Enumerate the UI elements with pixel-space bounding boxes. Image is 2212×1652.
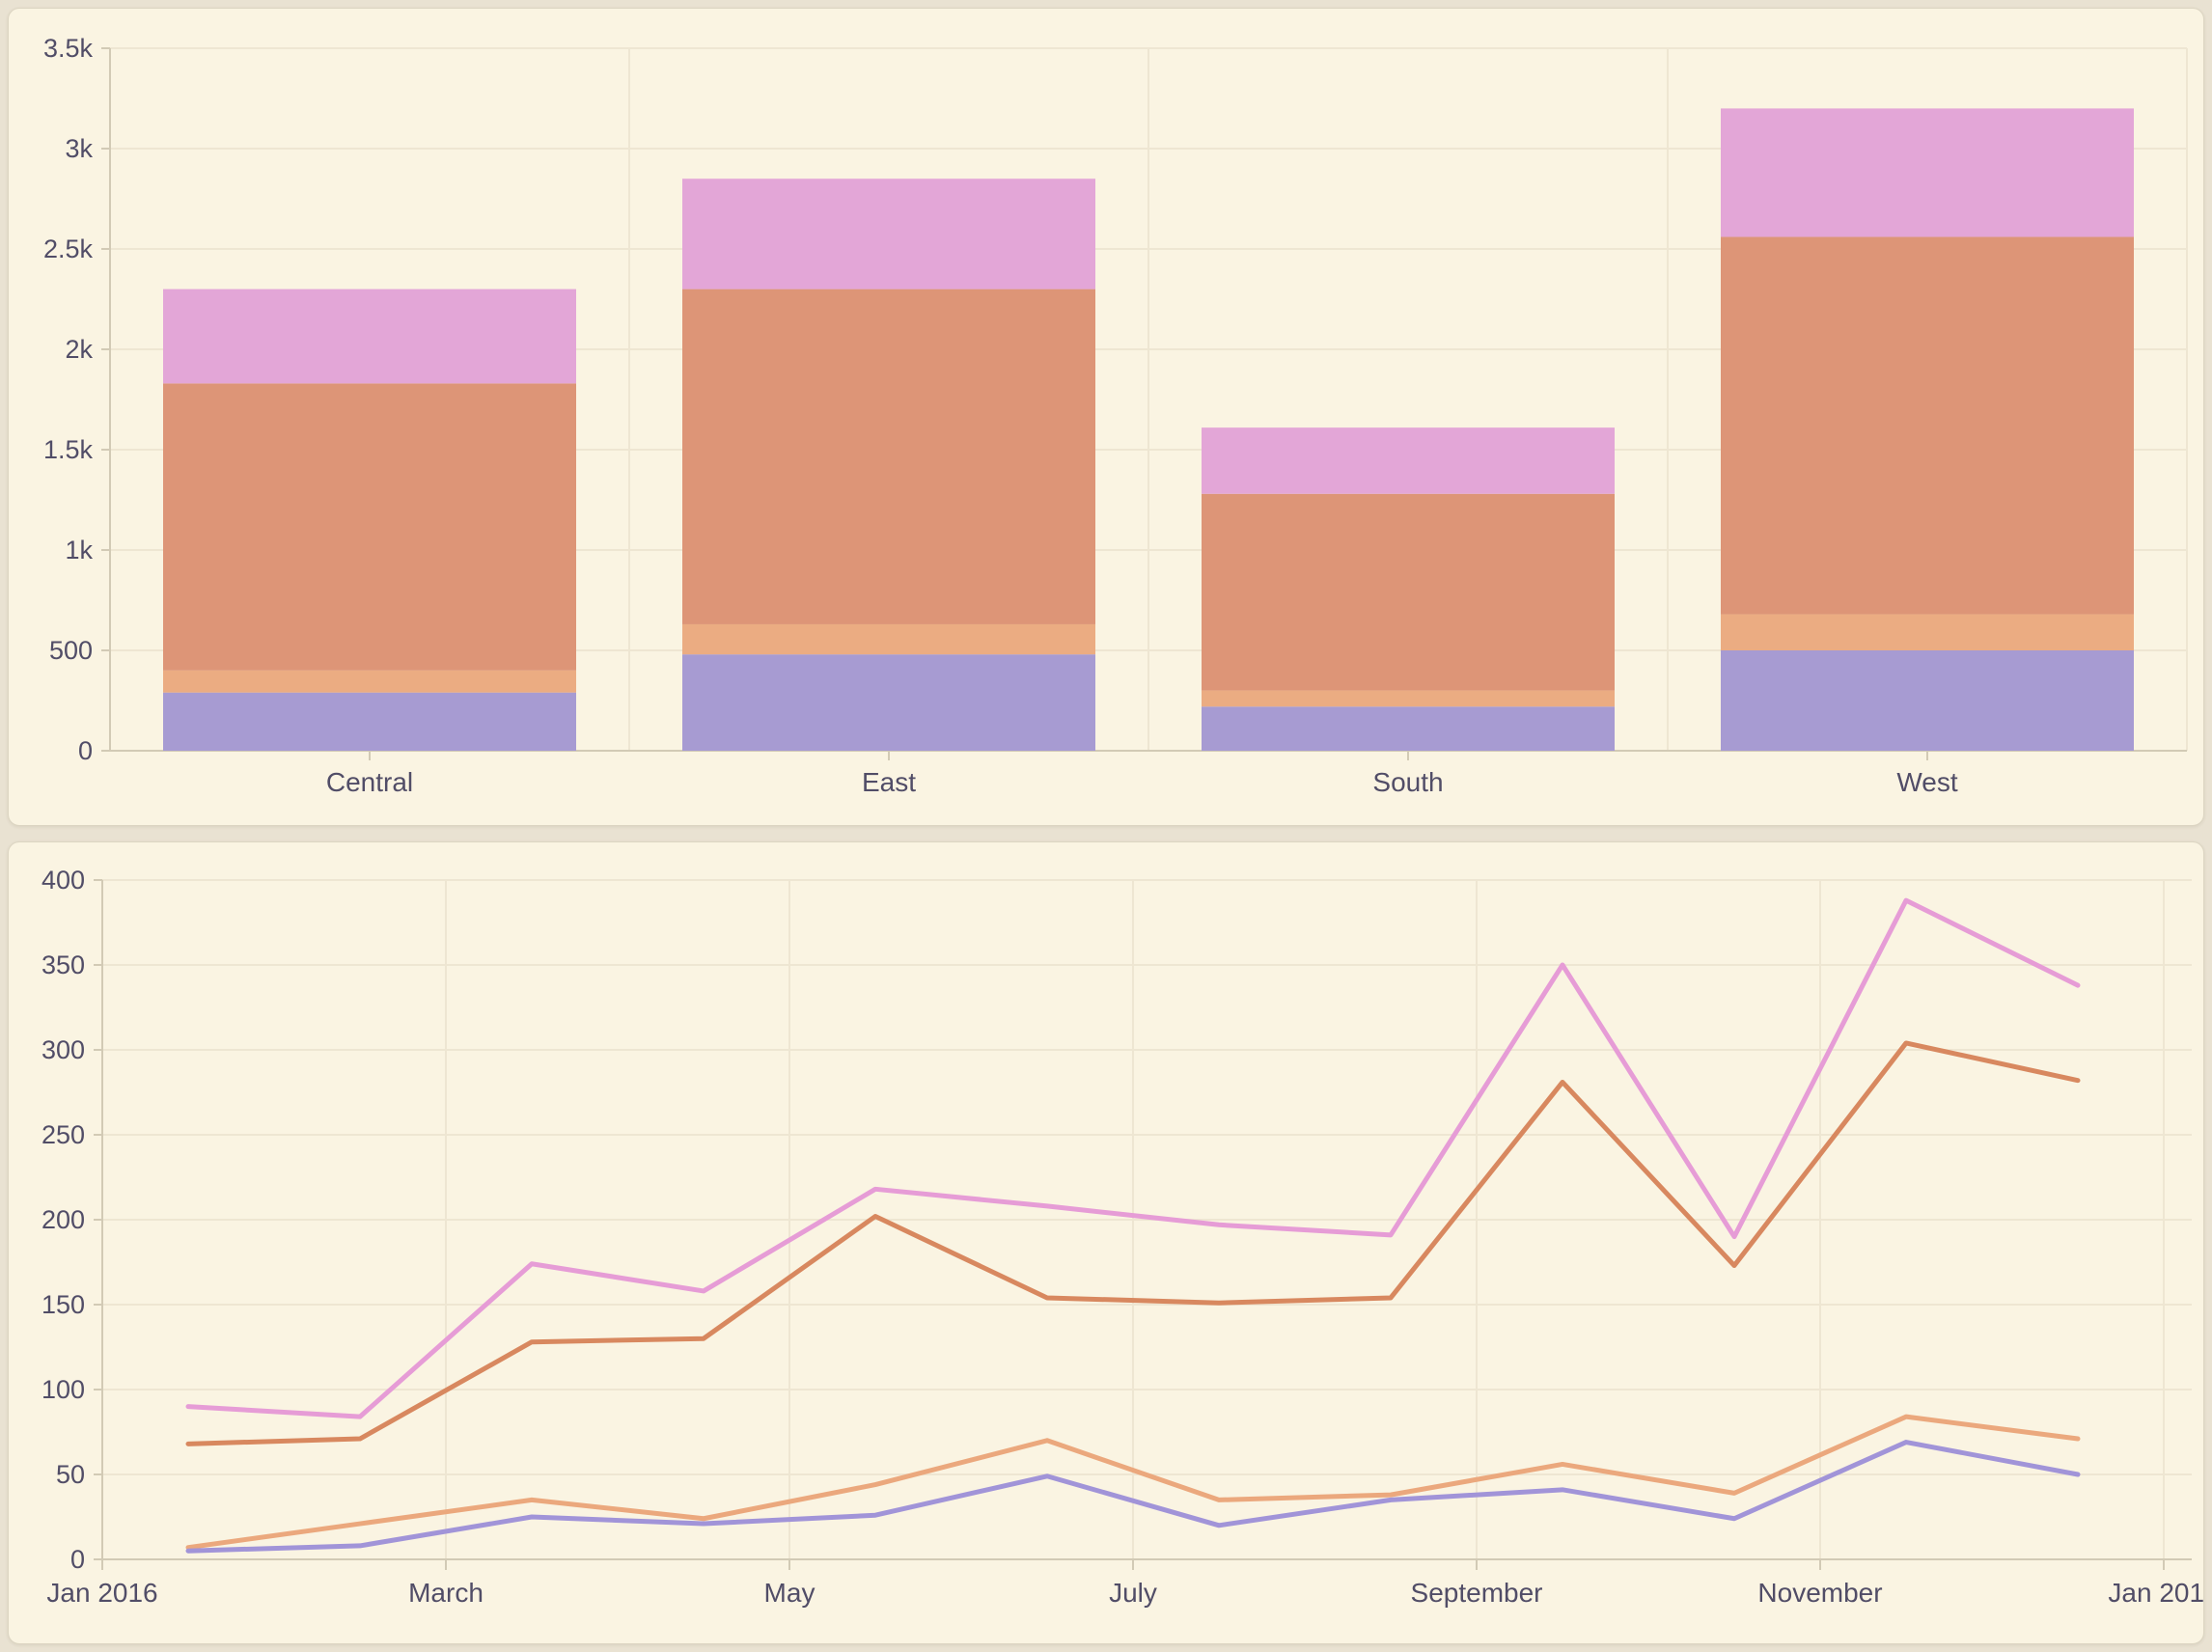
y-axis-tick-label: 250 <box>41 1120 85 1149</box>
bar-segment-central-series-purple[interactable] <box>163 692 576 751</box>
y-axis-tick-label: 150 <box>41 1290 85 1319</box>
y-axis-tick-label: 2.5k <box>43 234 94 263</box>
x-axis-category-label: West <box>1896 767 1957 797</box>
y-axis-tick-label: 1.5k <box>43 435 94 464</box>
bar-segment-south-series-purple[interactable] <box>1202 706 1615 751</box>
x-axis-tick-label: July <box>1109 1578 1157 1608</box>
x-axis-tick-label: Jan 2017 <box>2108 1578 2204 1608</box>
line-chart-panel: 0 50 100 150 200 250 300 350 400 Jan 2016 March May… <box>8 841 2204 1644</box>
line-purple[interactable] <box>185 1440 2081 1554</box>
bar-segment-west-series-salmon[interactable] <box>1721 236 2134 615</box>
line-orange[interactable] <box>185 1040 2081 1446</box>
bar-segment-central-series-pink[interactable] <box>163 289 576 384</box>
x-axis-tick-label: March <box>408 1578 484 1608</box>
y-axis-tick-label: 0 <box>70 1545 85 1574</box>
line-pink[interactable] <box>185 897 2081 1419</box>
y-axis-tick-label: 1k <box>65 536 93 564</box>
y-axis-tick-label: 2k <box>65 335 93 364</box>
y-axis-tick-label: 3k <box>65 134 93 163</box>
bar-segment-south-series-tan[interactable] <box>1202 690 1615 707</box>
bar-segment-central-series-salmon[interactable] <box>163 383 576 671</box>
y-axis-tick-label: 300 <box>41 1035 85 1064</box>
bar-segment-central-series-tan[interactable] <box>163 670 576 693</box>
x-axis-tick-label: November <box>1757 1578 1882 1608</box>
bar-segment-south-series-salmon[interactable] <box>1202 493 1615 691</box>
y-axis-tick-label: 100 <box>41 1375 85 1404</box>
bar-segment-west-series-pink[interactable] <box>1721 108 2134 237</box>
x-axis-tick-label: September <box>1411 1578 1543 1608</box>
x-axis-tick-label: May <box>764 1578 816 1608</box>
bar-segment-west-series-tan[interactable] <box>1721 614 2134 650</box>
y-axis-tick-label: 200 <box>41 1205 85 1234</box>
y-axis-tick-label: 500 <box>49 636 93 665</box>
line-chart[interactable]: 0 50 100 150 200 250 300 350 400 Jan 2016 March May… <box>9 842 2204 1644</box>
y-axis-tick-label: 50 <box>56 1460 85 1489</box>
y-axis-tick-label: 0 <box>78 736 93 765</box>
bar-segment-south-series-pink[interactable] <box>1202 427 1615 494</box>
line-tan[interactable] <box>185 1414 2081 1551</box>
x-axis-category-label: East <box>862 767 916 797</box>
bar-segment-west-series-purple[interactable] <box>1721 650 2134 751</box>
x-axis-category-label: Central <box>326 767 413 797</box>
bar-segment-east-series-tan[interactable] <box>682 623 1095 655</box>
stacked-bar-chart[interactable]: 0 500 1k 1.5k 2k 2.5k 3k 3.5k Central East South We… <box>9 9 2204 826</box>
stacked-bar-chart-panel: 0 500 1k 1.5k 2k 2.5k 3k 3.5k Central East South We… <box>8 8 2204 826</box>
x-axis-category-label: South <box>1372 767 1443 797</box>
bar-segment-east-series-salmon[interactable] <box>682 289 1095 624</box>
y-axis-tick-label: 400 <box>41 866 85 895</box>
y-axis-tick-label: 3.5k <box>43 34 94 63</box>
bar-segment-east-series-pink[interactable] <box>682 179 1095 289</box>
x-axis-tick-label: Jan 2016 <box>46 1578 157 1608</box>
y-axis-tick-label: 350 <box>41 950 85 979</box>
bar-segment-east-series-purple[interactable] <box>682 654 1095 751</box>
